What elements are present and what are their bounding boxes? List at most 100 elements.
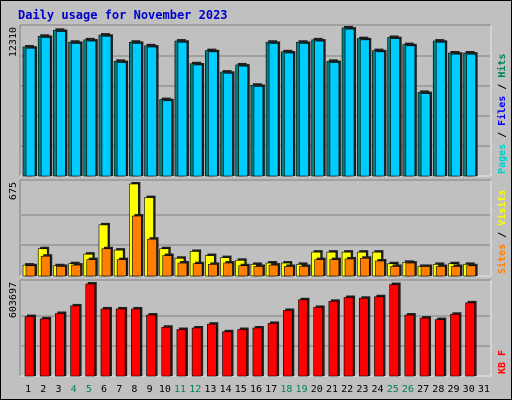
bar-visits-sites-sites (177, 262, 188, 277)
bar-visits-sites-sites (71, 264, 81, 277)
bar-visits-sites-sites (283, 266, 294, 277)
bar-hits-files-pages-files (162, 100, 173, 177)
bar-kbytes-kb-f (343, 297, 354, 377)
x-tick-label: 15 (235, 384, 247, 395)
bar-hits-files-pages-files (116, 62, 127, 177)
bar-kbytes-kb-f (404, 314, 415, 377)
bar-kbytes-kb-f (434, 319, 445, 377)
legend-item: Sites (496, 244, 508, 274)
bar-hits-files-pages-files (192, 64, 203, 177)
bar-visits-sites-sites (390, 266, 400, 277)
bar-visits-sites-sites (162, 255, 173, 277)
bar-hits-files-pages-files (375, 51, 385, 177)
bar-hits-files-pages-files (177, 41, 188, 177)
bar-kbytes-kb-f (328, 301, 339, 377)
bar-hits-files-pages-files (268, 43, 279, 177)
bar-hits-files-pages-files (299, 43, 309, 177)
x-tick-label: 25 (387, 384, 399, 395)
bar-visits-sites-sites (314, 259, 324, 277)
bar-kbytes-kb-f (313, 307, 323, 377)
bar-visits-sites-sites (420, 266, 431, 277)
bar-visits-sites-sites (268, 264, 279, 277)
x-tick-label: 11 (174, 384, 186, 395)
x-tick-label: 29 (447, 384, 459, 395)
bar-visits-sites-sites (451, 266, 461, 277)
bar-hits-files-pages-files (329, 62, 340, 177)
bar-hits-files-pages-files (314, 40, 324, 177)
x-tick-label: 14 (220, 384, 232, 395)
y-max-label: 603697 (8, 282, 19, 318)
bar-hits-files-pages-files (56, 31, 66, 177)
bar-kbytes-kb-f (419, 317, 430, 377)
x-tick-label: 30 (463, 384, 475, 395)
x-tick-label: 23 (356, 384, 368, 395)
bar-kbytes-kb-f (85, 283, 96, 377)
bar-visits-sites-sites (466, 265, 476, 277)
x-tick-label: 4 (71, 384, 77, 395)
bar-visits-sites-sites (116, 259, 127, 277)
legend-item: Pages (497, 144, 508, 174)
bar-kbytes-kb-f (24, 316, 35, 377)
bar-kbytes-kb-f (146, 314, 156, 377)
x-tick-label: 26 (402, 384, 414, 395)
bar-visits-sites-sites (344, 258, 355, 277)
x-tick-label: 18 (280, 384, 292, 395)
x-tick-label: 10 (159, 384, 171, 395)
x-tick-label: 21 (326, 384, 338, 395)
legend-hits-files-pages: Pages / Files / Hits (496, 54, 508, 174)
legend-item: Visits (496, 190, 508, 226)
x-tick-label: 12 (189, 384, 201, 395)
bar-kbytes-kb-f (55, 313, 65, 377)
x-tick-label: 3 (55, 384, 61, 395)
bar-kbytes-kb-f (161, 326, 172, 377)
x-tick-label: 24 (372, 384, 384, 395)
bar-kbytes-kb-f (450, 313, 460, 377)
bar-kbytes-kb-f (374, 296, 384, 377)
bar-visits-sites-sites (132, 215, 142, 277)
bar-kbytes-kb-f (70, 305, 80, 377)
y-max-label: 675 (8, 182, 19, 200)
bar-kbytes-kb-f (358, 297, 369, 377)
bar-hits-files-pages-files (147, 46, 157, 177)
bar-kbytes-kb-f (252, 327, 263, 377)
bar-visits-sites-sites (56, 266, 66, 277)
legend-item: Files (496, 96, 508, 126)
x-tick-label: 19 (296, 384, 308, 395)
x-tick-label: 27 (417, 384, 429, 395)
bar-hits-files-pages-files (101, 35, 112, 177)
bar-visits-sites-sites (435, 266, 446, 277)
legend-separator: / (497, 226, 508, 244)
x-tick-label: 9 (147, 384, 153, 395)
bar-hits-files-pages-files (405, 45, 416, 177)
bar-kbytes-kb-f (282, 310, 293, 377)
bar-visits-sites-sites (86, 259, 97, 277)
legend-visits-sites: Sites / Visits (496, 190, 508, 274)
legend-item: KB F (497, 350, 508, 374)
bar-visits-sites-sites (375, 260, 385, 277)
bar-kbytes-kb-f (191, 327, 202, 377)
bar-visits-sites-sites (253, 266, 264, 277)
y-max-label: 12310 (8, 27, 19, 57)
bar-visits-sites-sites (359, 257, 370, 277)
bar-kbytes-kb-f (39, 318, 50, 377)
bar-hits-files-pages-files (435, 41, 446, 177)
bar-kbytes-kb-f (131, 308, 141, 377)
legend-item: Hits (496, 54, 508, 78)
bar-visits-sites-sites (405, 262, 416, 277)
x-tick-label: 20 (311, 384, 323, 395)
x-tick-label: 1 (25, 384, 31, 395)
x-tick-label: 6 (101, 384, 107, 395)
bar-kbytes-kb-f (176, 329, 187, 377)
bar-visits-sites-sites (40, 255, 51, 277)
bar-visits-sites-sites (147, 238, 157, 277)
x-tick-label: 2 (40, 384, 46, 395)
x-tick-label: 16 (250, 384, 262, 395)
bar-hits-files-pages-files (359, 39, 370, 177)
bar-visits-sites-sites (299, 266, 309, 277)
x-tick-label: 5 (86, 384, 92, 395)
bar-kbytes-kb-f (298, 299, 308, 377)
x-tick-label: 17 (265, 384, 277, 395)
bar-kbytes-kb-f (115, 308, 126, 377)
bar-hits-files-pages-files (451, 53, 461, 177)
